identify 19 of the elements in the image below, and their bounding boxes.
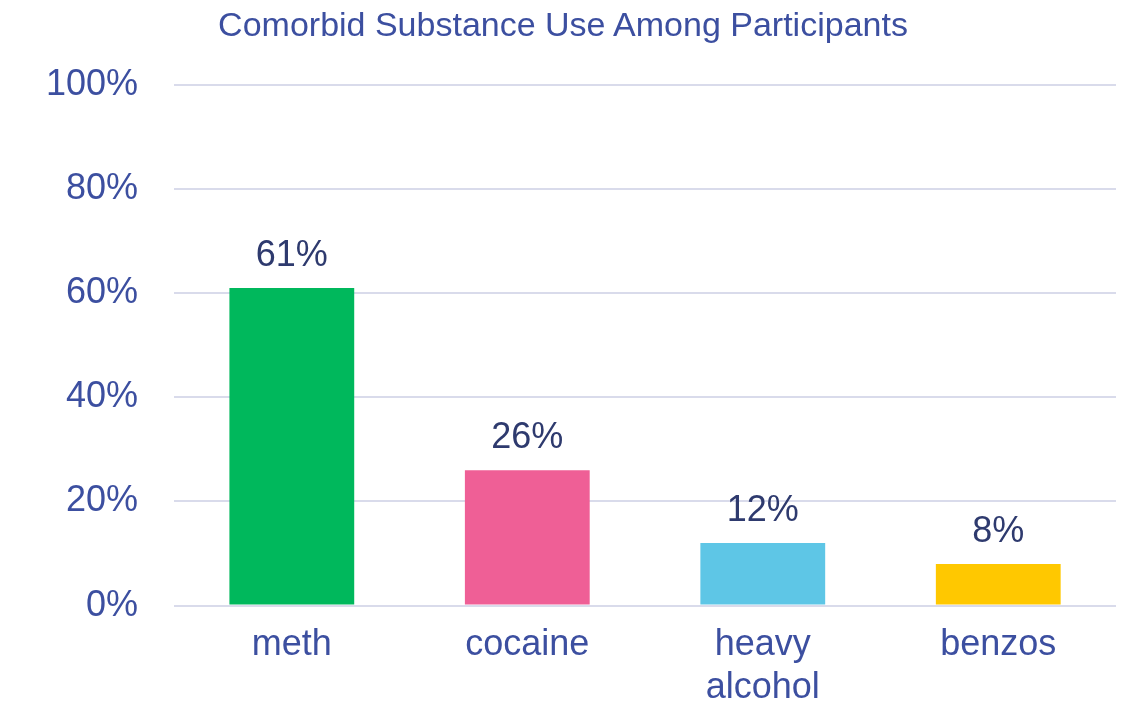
x-tick-label: heavy alcohol [705,622,820,707]
y-tick-label: 20% [66,478,139,520]
x-tick-label: benzos [940,622,1057,664]
chart-title: Comorbid Substance Use Among Participants [218,4,908,43]
y-tick-label: 0% [86,582,139,624]
bar [935,563,1061,605]
data-label: 26% [491,415,564,457]
y-tick-label: 40% [66,374,139,416]
y-tick-label: 80% [66,165,139,207]
bar [229,287,355,605]
data-label: 12% [726,488,799,530]
bar [700,543,826,605]
data-label: 61% [255,232,328,274]
x-tick-label: cocaine [465,622,590,664]
y-tick-label: 100% [46,61,139,103]
bar [464,470,590,605]
x-tick-label: meth [251,622,332,664]
y-tick-label: 60% [66,270,139,312]
data-label: 8% [972,508,1025,550]
